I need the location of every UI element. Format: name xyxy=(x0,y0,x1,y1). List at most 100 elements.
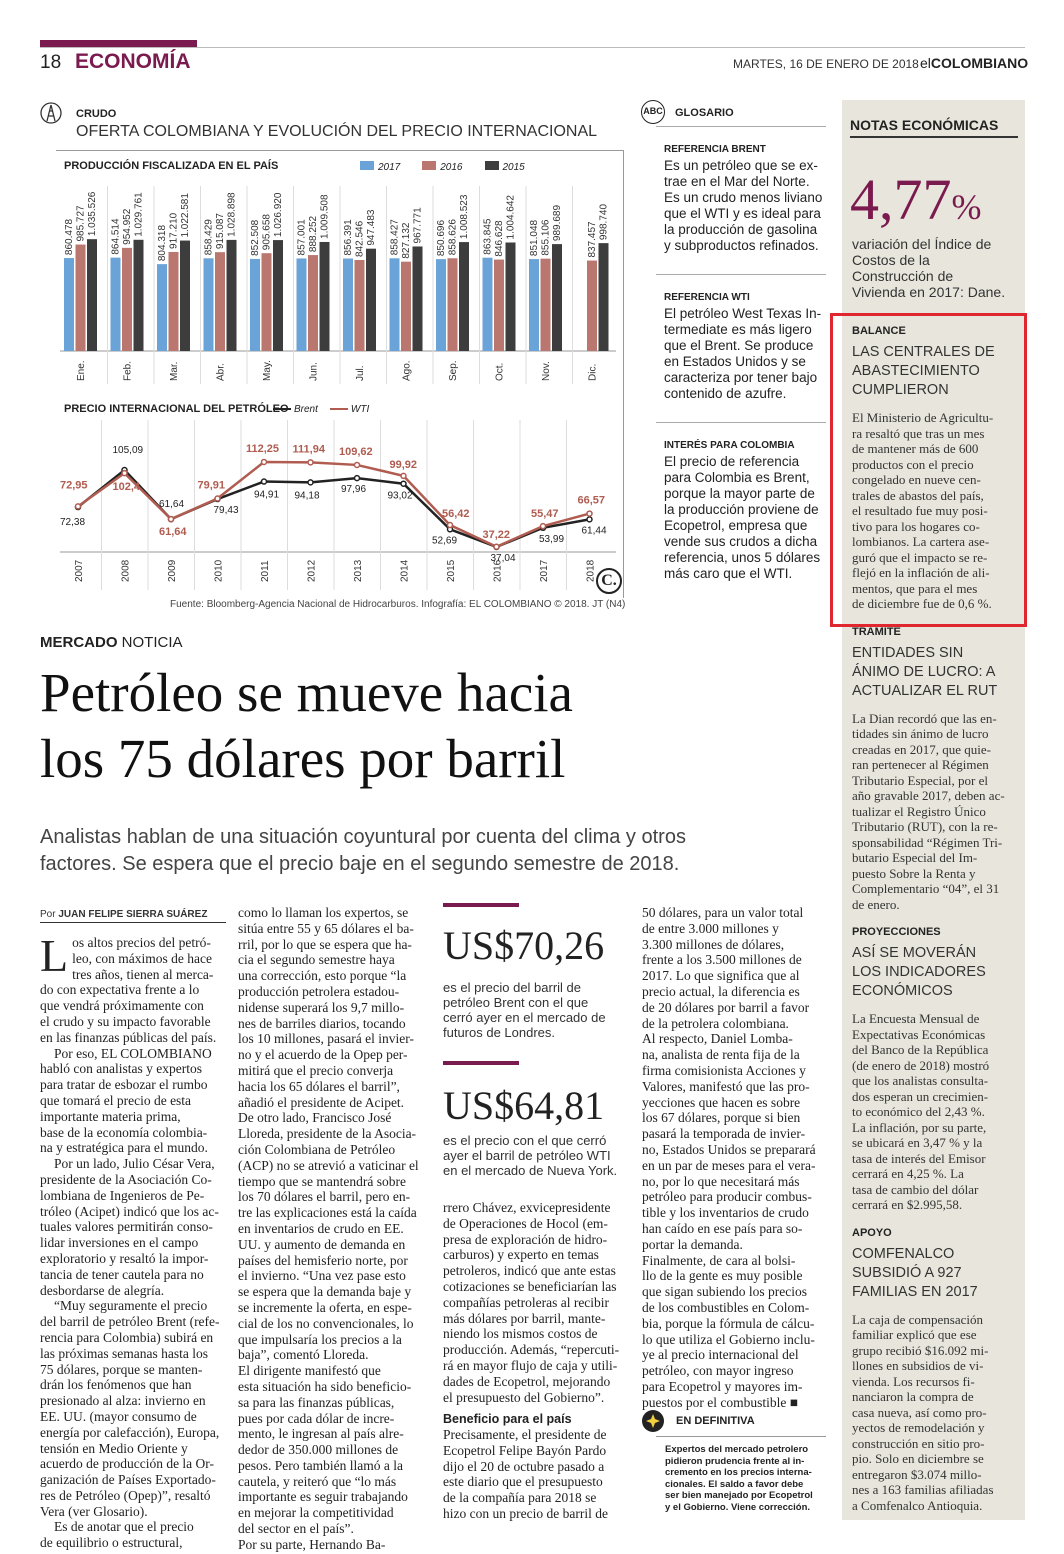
note-text-line: del Banco de la República xyxy=(852,1042,989,1057)
note-heading: COMFENALCO SUBSIDIÓ A 927 FAMILIAS EN 2017 xyxy=(852,1245,1022,1302)
bar-label: 954.952 xyxy=(122,208,133,245)
text-line: pues por cada dólar de incre- xyxy=(238,1410,395,1426)
note-heading-line: ACTUALIZAR EL RUT xyxy=(852,682,998,699)
note-text-line: mentos, que para el mes xyxy=(852,580,978,596)
text-line: de 20 dólares por barril a favor xyxy=(642,999,810,1015)
text-line: Vivienda en 2017: Dane. xyxy=(852,284,1006,300)
text-line: dades de Ecopetrol, mejorando xyxy=(443,1373,611,1389)
year-label: 2009 xyxy=(167,559,178,582)
bar-2015-Feb. xyxy=(133,239,144,351)
bar-2015-Sep. xyxy=(459,242,469,351)
bar-2016-Jun. xyxy=(308,255,318,351)
bar-label: 837.457 xyxy=(587,221,598,258)
year-label: 2014 xyxy=(400,559,411,582)
note-text-line: casa nueva, así como pro- xyxy=(852,1404,987,1420)
legend-2017: 2017 xyxy=(360,161,400,173)
point-label-Brent: 94,91 xyxy=(254,490,279,501)
text-line: “Muy seguramente el precio xyxy=(54,1298,208,1314)
bar-2016-Feb. xyxy=(122,247,132,351)
note-label: APOYO xyxy=(852,1226,892,1239)
bar-2017-Oct. xyxy=(482,257,493,351)
summary-title: EN DEFINITIVA xyxy=(676,1415,755,1427)
byline-rule xyxy=(40,922,226,923)
sidebar-note: PROYECCIONES ASÍ SE MOVERÁN LOS INDICADORE… xyxy=(852,926,1022,1213)
glossary-item: REFERENCIA BRENT Es un petróleo que se ex… xyxy=(656,126,826,274)
text-line: El dirigente manifestó que xyxy=(238,1363,381,1379)
bar-2016-Jul. xyxy=(354,260,365,351)
text-line: es el precio con el que cerró xyxy=(443,1133,607,1148)
article-dek: Analistas hablan de una situación coyunt… xyxy=(40,824,830,878)
text-line: carburos) y experto en temas xyxy=(443,1247,599,1263)
summary-rule xyxy=(656,1436,826,1437)
bar-2015-Jul. xyxy=(366,248,376,351)
text-line: del sector en el país”. xyxy=(238,1521,354,1537)
sidebar-title: NOTAS ECONÓMICAS xyxy=(850,117,999,133)
text-line: presa de exploración de hidro- xyxy=(443,1231,608,1247)
note-text-line: productos con el precio xyxy=(852,456,974,472)
text-line: Al respecto, Daniel Lomba- xyxy=(642,1031,793,1047)
bar-label: 985.727 xyxy=(76,205,87,242)
text-line: tres años, tienen al merca- xyxy=(72,966,214,982)
note-text-line: La Encuesta Mensual de xyxy=(852,1011,980,1026)
note-text-line: creadas en 2017, que quie- xyxy=(852,741,991,757)
text-line: presidente de la Asociación Co- xyxy=(40,1171,212,1187)
text-line: petróleo Brent con el que xyxy=(443,995,589,1010)
text-line: Ecopetrol Felipe Bayón Pardo xyxy=(443,1442,607,1458)
bar-label: 858.427 xyxy=(390,219,401,256)
year-label: 2007 xyxy=(74,559,85,582)
point-label-WTI: 112,25 xyxy=(246,443,279,455)
point-WTI-2010 xyxy=(214,495,221,502)
note-text-line: tivo para los hogares co- xyxy=(852,518,980,534)
sidebar-note: TRÁMITE ENTIDADES SIN ÁNIMO DE LUCRO: A ACT… xyxy=(852,626,1022,913)
bar-2016-Sep. xyxy=(447,258,458,351)
byline: Por JUAN FELIPE SIERRA SUÁREZ xyxy=(40,909,207,920)
text-line: cotizaciones se beneficiarían las xyxy=(443,1278,617,1294)
text-line: nidense superará los 9,7 millo- xyxy=(238,999,405,1015)
year-label: 2017 xyxy=(539,559,550,582)
point-label-Brent: 79,43 xyxy=(214,505,239,516)
glossary-text-line: porque la mayor parte de xyxy=(664,486,815,501)
bar-2017-May. xyxy=(250,258,260,351)
text-line: UU. y aumento de demanda en xyxy=(238,1236,406,1252)
bar-2015-Oct. xyxy=(505,242,516,351)
text-line: petroleros, indicó que ante estas xyxy=(443,1263,616,1279)
text-line: (ACP) no se atrevió a vaticinar el xyxy=(238,1157,419,1173)
note-text-line: puesto Sobre la Renta y xyxy=(852,865,976,881)
text-line: base de la economía colombia- xyxy=(40,1124,208,1140)
text-line: los 10 millones, pasará el invier- xyxy=(238,1031,414,1047)
bar-label: 846.628 xyxy=(494,220,505,257)
note-text-line: Tributario (RUT), con la re- xyxy=(852,819,998,834)
point-WTI-2008 xyxy=(121,469,128,477)
bar-category-label: Abr. xyxy=(216,363,227,381)
glossary-list: REFERENCIA BRENT Es un petróleo que se ex… xyxy=(656,126,826,602)
glossary-text-line: más caro que el WTI. xyxy=(664,566,793,581)
text-line: exploratorio y resaltó la impor- xyxy=(40,1250,209,1266)
bar-2016-Nov. xyxy=(540,258,551,351)
text-line: habló con analistas y expertos xyxy=(40,1061,202,1077)
text-line: precio actual, la diferencia es xyxy=(642,983,800,999)
text-line: cremento en los precios interna- xyxy=(665,1467,812,1478)
quote-2-value: US$64,81 xyxy=(443,1083,605,1128)
text-line: cionales. El saldo a favor debe xyxy=(665,1478,804,1490)
sidebar-title-rule xyxy=(850,136,1018,138)
big-stat-unit: % xyxy=(951,187,982,227)
article-column-4: 50 dólares, para un valor total de entre … xyxy=(642,905,825,1411)
note-heading-line: LOS INDICADORES xyxy=(852,964,986,980)
glossary-text-line: la producción de gasolina xyxy=(664,222,818,237)
year-label: 2010 xyxy=(214,559,225,582)
point-label-WTI: 102,4 xyxy=(113,481,141,493)
text-line: rencia para Colombia) subirá en xyxy=(40,1329,214,1345)
glossary-text-line: para Colombia es Brent, xyxy=(664,470,810,485)
glossary-text-line: vende sus crudos a dicha xyxy=(664,534,818,549)
bar-label: 863.845 xyxy=(483,218,494,255)
text-line: pesos. Pero también llamó a la xyxy=(238,1457,403,1473)
text-line: Expertos del mercado petrolero xyxy=(665,1444,809,1455)
text-line: rá en mayor flujo de caja y utili- xyxy=(443,1357,618,1373)
point-WTI-2014 xyxy=(400,472,407,480)
text-line: compañías petroleras al recibir xyxy=(443,1294,610,1310)
summary-text: Expertos del mercado petrolero pidieron p… xyxy=(665,1444,827,1513)
header-rule xyxy=(40,47,1025,48)
point-label-WTI: 109,62 xyxy=(339,446,373,458)
text-line: tre las explicaciones está la caída xyxy=(238,1205,417,1221)
note-text-line: cerrará en 4,25 %. La xyxy=(852,1166,964,1181)
